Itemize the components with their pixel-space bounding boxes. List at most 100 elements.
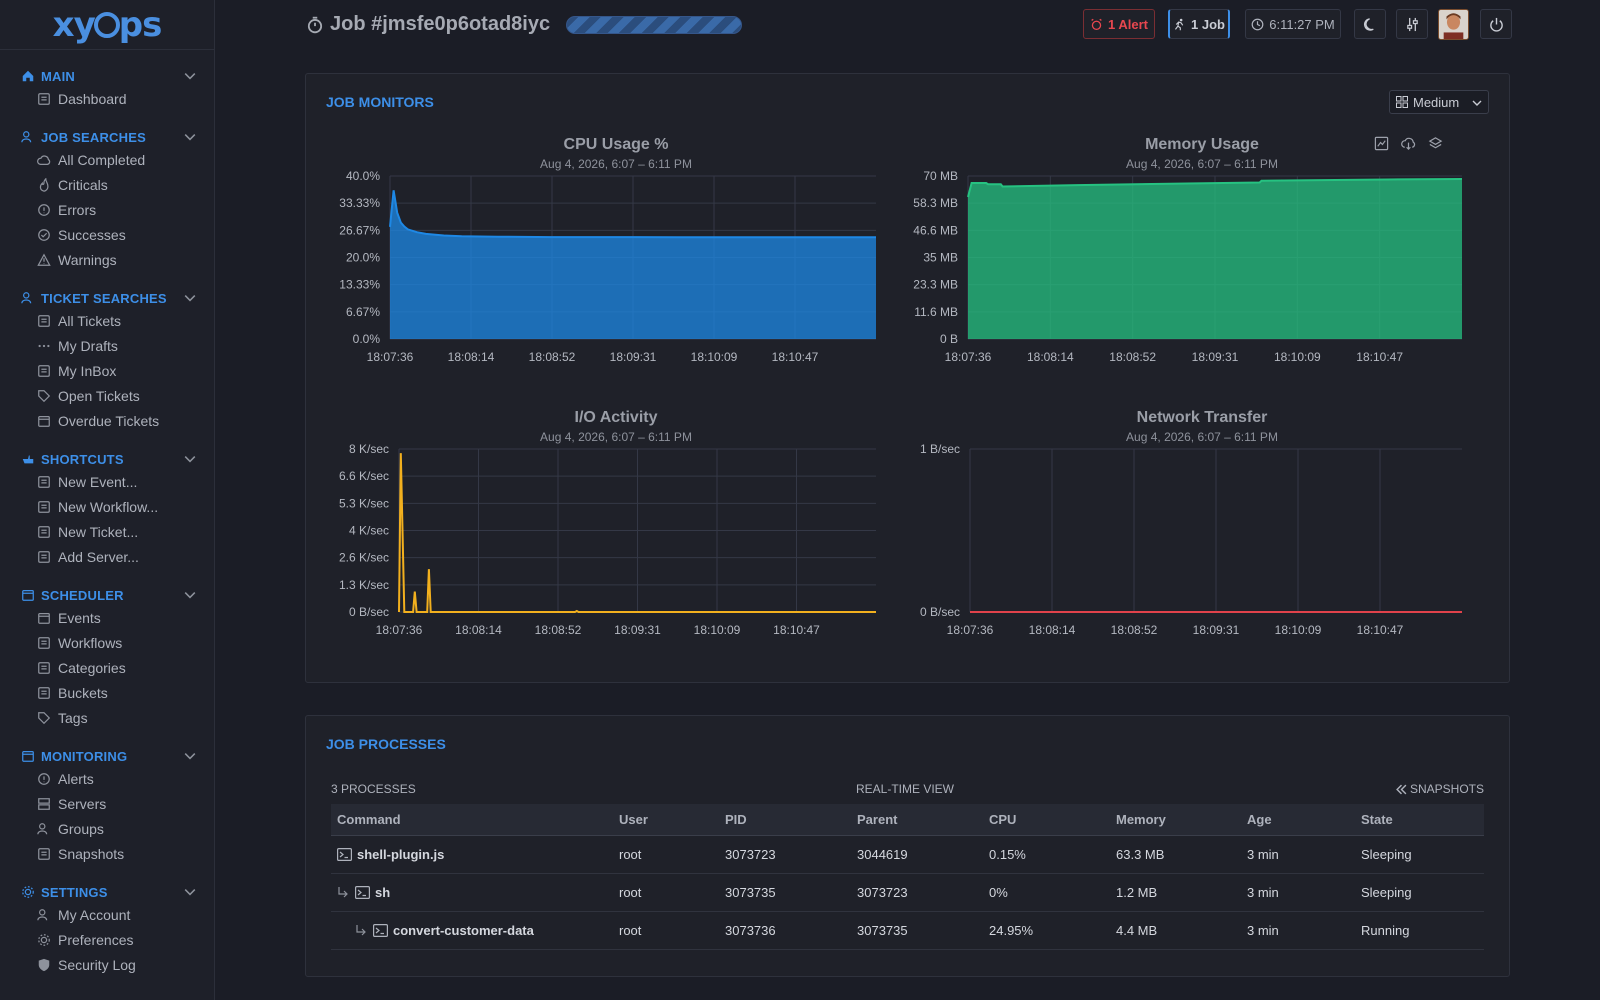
- column-header-cpu[interactable]: CPU: [983, 804, 1110, 836]
- moon-icon: [1363, 17, 1374, 31]
- y-tick-label: 6.67%: [346, 305, 380, 319]
- sidebar-item-my-inbox[interactable]: My InBox: [0, 358, 214, 383]
- active-jobs-button[interactable]: 1 Job: [1168, 9, 1230, 39]
- column-header-pid[interactable]: PID: [719, 804, 851, 836]
- nav-header-monitoring[interactable]: MONITORING: [0, 746, 214, 766]
- chevron-down-icon[interactable]: [184, 589, 196, 601]
- chevron-down-icon[interactable]: [184, 750, 196, 762]
- sidebar-item-my-drafts[interactable]: My Drafts: [0, 333, 214, 358]
- sidebar-item-label: Preferences: [58, 931, 134, 948]
- alerts-button[interactable]: 1 Alert: [1083, 9, 1155, 39]
- column-header-user[interactable]: User: [613, 804, 719, 836]
- clock-display[interactable]: 6:11:27 PM: [1245, 9, 1341, 39]
- sidebar-item-my-account[interactable]: My Account: [0, 902, 214, 927]
- column-header-command[interactable]: Command: [331, 804, 613, 836]
- sidebar-item-workflows[interactable]: Workflows: [0, 630, 214, 655]
- preferences-button[interactable]: [1396, 9, 1428, 39]
- y-tick-label: 4 K/sec: [349, 524, 389, 538]
- column-header-state[interactable]: State: [1355, 804, 1484, 836]
- nav-header-settings[interactable]: SETTINGS: [0, 882, 214, 902]
- nav-header-shortcuts[interactable]: SHORTCUTS: [0, 449, 214, 469]
- parent-cell: 3044619: [851, 835, 983, 874]
- x-tick-label: 18:08:14: [448, 350, 495, 364]
- memory-cell: 63.3 MB: [1110, 835, 1241, 874]
- app-logo[interactable]: xy ps: [0, 0, 214, 50]
- sidebar-item-servers[interactable]: Servers: [0, 791, 214, 816]
- command-cell: sh: [331, 873, 613, 912]
- sidebar-item-label: Events: [58, 609, 101, 626]
- sidebar-item-successes[interactable]: Successes: [0, 222, 214, 247]
- memory-usage-chart: Memory Usage Aug 4, 2026, 6:07 – 6:11 PM 7…: [912, 136, 1492, 376]
- nav-section-shortcuts: SHORTCUTS New Event... New Workflow... New …: [0, 433, 214, 569]
- x-tick-label: 18:08:52: [535, 623, 582, 637]
- sidebar-item-warnings[interactable]: Warnings: [0, 247, 214, 272]
- y-tick-label: 11.6 MB: [914, 305, 958, 319]
- chevron-down-icon[interactable]: [184, 292, 196, 304]
- sidebar-item-new-ticket[interactable]: New Ticket...: [0, 519, 214, 544]
- column-header-memory[interactable]: Memory: [1110, 804, 1241, 836]
- sidebar-item-snapshots[interactable]: Snapshots: [0, 841, 214, 866]
- snapshots-link[interactable]: SNAPSHOTS: [1396, 782, 1484, 796]
- preferences-icon: [37, 933, 50, 946]
- sidebar-item-new-workflow[interactable]: New Workflow...: [0, 494, 214, 519]
- sidebar-item-preferences[interactable]: Preferences: [0, 927, 214, 952]
- pid-cell: 3073723: [719, 835, 851, 874]
- sidebar-item-criticals[interactable]: Criticals: [0, 172, 214, 197]
- table-row[interactable]: convert-customer-data root 3073736 3073735 2…: [331, 911, 1484, 950]
- user-avatar[interactable]: [1438, 9, 1469, 40]
- dots-icon: [37, 344, 50, 347]
- theme-toggle-button[interactable]: [1354, 9, 1386, 39]
- cpu-cell: 0.15%: [983, 835, 1110, 874]
- sidebar-item-tags[interactable]: Tags: [0, 705, 214, 730]
- sidebar-item-groups[interactable]: Groups: [0, 816, 214, 841]
- x-tick-label: 18:09:31: [614, 623, 661, 637]
- nav-section-ticket-searches: TICKET SEARCHES All Tickets My Drafts My In…: [0, 272, 214, 433]
- chart-image-icon[interactable]: [1374, 136, 1389, 151]
- chevron-down-icon[interactable]: [184, 131, 196, 143]
- sidebar-item-all-tickets[interactable]: All Tickets: [0, 308, 214, 333]
- nav-header-job-searches[interactable]: JOB SEARCHES: [0, 127, 214, 147]
- logout-button[interactable]: [1480, 9, 1512, 39]
- table-row[interactable]: shell-plugin.js root 3073723 3044619 0.15% 63…: [331, 835, 1484, 874]
- y-tick-label: 58.3 MB: [913, 196, 958, 210]
- new-event-icon: [37, 475, 50, 488]
- sidebar-item-add-server[interactable]: Add Server...: [0, 544, 214, 569]
- nav-header-scheduler[interactable]: SCHEDULER: [0, 585, 214, 605]
- sidebar-item-all-completed[interactable]: All Completed: [0, 147, 214, 172]
- table-row[interactable]: sh root 3073735 3073723 0% 1.2 MB 3 min Sleepin…: [331, 873, 1484, 912]
- y-tick-label: 35 MB: [923, 251, 958, 265]
- command-cell: convert-customer-data: [331, 911, 613, 950]
- chevron-down-icon[interactable]: [184, 453, 196, 465]
- workflow-icon: [37, 636, 50, 649]
- chevron-down-icon[interactable]: [184, 886, 196, 898]
- column-header-parent[interactable]: Parent: [851, 804, 983, 836]
- y-tick-label: 0.0%: [353, 332, 381, 346]
- sidebar-item-open-tickets[interactable]: Open Tickets: [0, 383, 214, 408]
- column-header-age[interactable]: Age: [1241, 804, 1355, 836]
- state-cell: Sleeping: [1355, 873, 1484, 912]
- cloud-download-icon[interactable]: [1401, 136, 1416, 151]
- nav-header-label: SCHEDULER: [41, 587, 124, 603]
- sidebar-item-categories[interactable]: Categories: [0, 655, 214, 680]
- view-mode-label: REAL-TIME VIEW: [856, 782, 955, 796]
- nav-header-ticket-searches[interactable]: TICKET SEARCHES: [0, 288, 214, 308]
- sidebar-item-buckets[interactable]: Buckets: [0, 680, 214, 705]
- layers-icon[interactable]: [1428, 136, 1443, 151]
- sidebar-item-overdue-tickets[interactable]: Overdue Tickets: [0, 408, 214, 433]
- chart-size-select[interactable]: Medium: [1389, 90, 1489, 114]
- sidebar-item-events[interactable]: Events: [0, 605, 214, 630]
- sidebar-item-security-log[interactable]: Security Log: [0, 952, 214, 977]
- terminal-icon: [355, 885, 370, 899]
- sidebar-item-label: Alerts: [58, 770, 94, 787]
- sidebar-item-errors[interactable]: Errors: [0, 197, 214, 222]
- user-photo-icon: [1439, 10, 1468, 39]
- chevron-down-icon[interactable]: [184, 70, 196, 82]
- calendar-alert-icon: [37, 415, 50, 427]
- running-icon: [1173, 18, 1186, 31]
- sidebar-item-dashboard[interactable]: Dashboard: [0, 86, 214, 111]
- sidebar-item-new-event[interactable]: New Event...: [0, 469, 214, 494]
- sidebar-item-alerts[interactable]: Alerts: [0, 766, 214, 791]
- sidebar-item-label: Security Log: [58, 956, 136, 973]
- monitor-camera-icon: [22, 751, 34, 762]
- nav-header-main[interactable]: MAIN: [0, 66, 214, 86]
